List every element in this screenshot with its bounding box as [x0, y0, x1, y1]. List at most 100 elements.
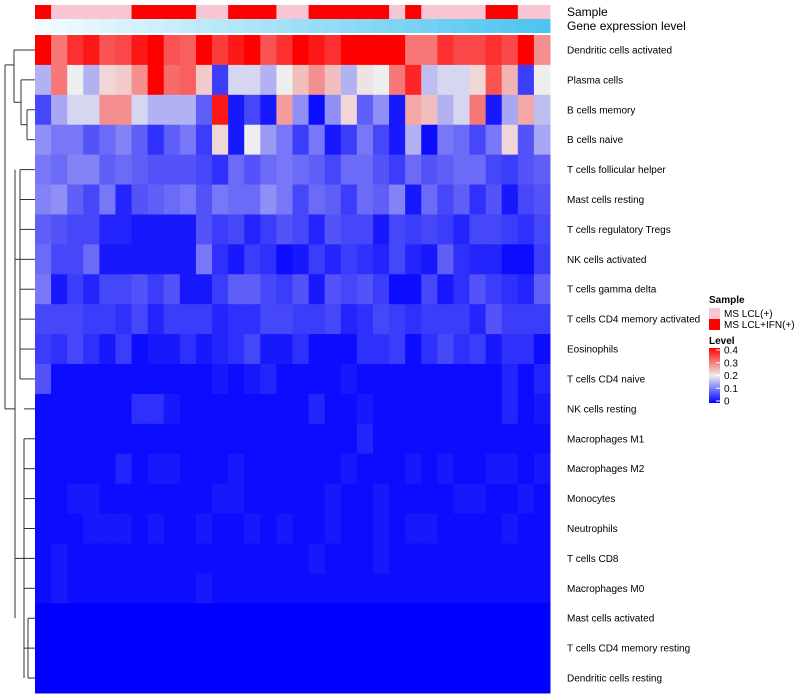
heatmap-cell — [292, 214, 310, 245]
heatmap-cell — [389, 573, 406, 604]
heatmap-cell — [147, 483, 165, 515]
sample-annotation-cell — [260, 5, 277, 19]
expression-annotation-cell — [372, 19, 390, 33]
heatmap-cell — [115, 423, 133, 455]
heatmap-cell — [276, 184, 293, 215]
heatmap-cell — [147, 214, 165, 245]
heatmap-cell — [276, 124, 293, 156]
heatmap-cell — [99, 573, 116, 604]
heatmap-cell — [453, 184, 471, 215]
heatmap-cell — [356, 64, 374, 96]
heatmap-cell — [276, 154, 293, 186]
sample-annotation-cell — [292, 5, 310, 19]
heatmap-cell — [67, 274, 84, 305]
heatmap-cell — [260, 483, 277, 515]
heatmap-cell — [469, 423, 487, 455]
heatmap-cell — [195, 184, 213, 215]
heatmap-cell — [179, 543, 197, 574]
sample-annotation-cell — [195, 5, 213, 19]
heatmap-cell — [212, 393, 229, 425]
heatmap-cell — [485, 393, 503, 425]
heatmap-cell — [501, 154, 519, 186]
heatmap-cell — [437, 94, 454, 126]
heatmap-cell — [324, 124, 342, 156]
heatmap-cell — [276, 334, 293, 365]
heatmap-cell — [276, 633, 293, 664]
heatmap-cell — [35, 453, 52, 485]
heatmap-cell — [147, 453, 165, 485]
heatmap-cell — [389, 304, 406, 335]
heatmap-cell — [131, 573, 149, 604]
heatmap-cell — [340, 154, 358, 186]
heatmap-cell — [67, 304, 84, 335]
heatmap-cell — [51, 274, 68, 305]
heatmap-cell — [67, 35, 84, 66]
heatmap-cell — [35, 364, 52, 395]
heatmap-cell — [324, 423, 342, 455]
heatmap-cell — [244, 214, 261, 245]
expression-annotation-cell — [405, 19, 422, 33]
heatmap-cell — [292, 334, 310, 365]
heatmap-cell — [308, 633, 326, 664]
heatmap-cell — [340, 334, 358, 365]
heatmap-cell — [437, 513, 454, 544]
heatmap-cell — [179, 633, 197, 664]
heatmap-cell — [67, 214, 84, 245]
heatmap-cell — [131, 244, 149, 275]
heatmap-cell — [292, 483, 310, 515]
heatmap-cell — [99, 633, 116, 664]
heatmap-cell — [437, 393, 454, 425]
heatmap-cell — [340, 663, 358, 694]
heatmap-cell — [228, 35, 245, 66]
heatmap-cell — [405, 304, 422, 335]
heatmap-cell — [517, 214, 535, 245]
expression-annotation-cell — [469, 19, 487, 33]
heatmap-cell — [163, 423, 181, 455]
expression-annotation-cell — [179, 19, 197, 33]
heatmap-cell — [372, 244, 390, 275]
sample-annotation-cell — [276, 5, 293, 19]
heatmap-cell — [308, 94, 326, 126]
heatmap-cell — [163, 573, 181, 604]
row-label: B cells memory — [567, 105, 635, 116]
heatmap-cell — [147, 633, 165, 664]
heatmap-cell — [356, 483, 374, 515]
row-label: Macrophages M0 — [567, 584, 645, 595]
heatmap-cell — [340, 214, 358, 245]
heatmap-cell — [437, 364, 454, 395]
heatmap-cell — [453, 423, 471, 455]
heatmap-cell — [35, 154, 52, 186]
heatmap-cell — [324, 214, 342, 245]
heatmap-cell — [195, 393, 213, 425]
heatmap-cell — [51, 633, 68, 664]
heatmap-cell — [405, 274, 422, 305]
heatmap-cell — [453, 453, 471, 485]
sample-annotation-cell — [308, 5, 326, 19]
heatmap-cell — [356, 124, 374, 156]
heatmap-cell — [260, 663, 277, 694]
heatmap-cell — [228, 184, 245, 215]
heatmap-cell — [51, 663, 68, 694]
heatmap-cell — [453, 573, 471, 604]
heatmap-cell — [131, 304, 149, 335]
expression-annotation-cell — [421, 19, 438, 33]
heatmap-cell — [372, 663, 390, 694]
heatmap-cell — [340, 543, 358, 574]
expression-annotation-cell — [99, 19, 116, 33]
heatmap-cell — [228, 393, 245, 425]
heatmap-cell — [340, 633, 358, 664]
heatmap-cell — [292, 184, 310, 215]
heatmap-cell — [501, 603, 519, 634]
heatmap-cell — [389, 214, 406, 245]
heatmap-cell — [131, 274, 149, 305]
expression-annotation-cell — [533, 19, 551, 33]
heatmap-cell — [115, 543, 133, 574]
heatmap-cell — [533, 154, 551, 186]
heatmap-cell — [469, 334, 487, 365]
heatmap-cell — [469, 244, 487, 275]
heatmap-cell — [228, 513, 245, 544]
heatmap-cell — [308, 124, 326, 156]
heatmap-cell — [228, 334, 245, 365]
heatmap-cell — [147, 274, 165, 305]
